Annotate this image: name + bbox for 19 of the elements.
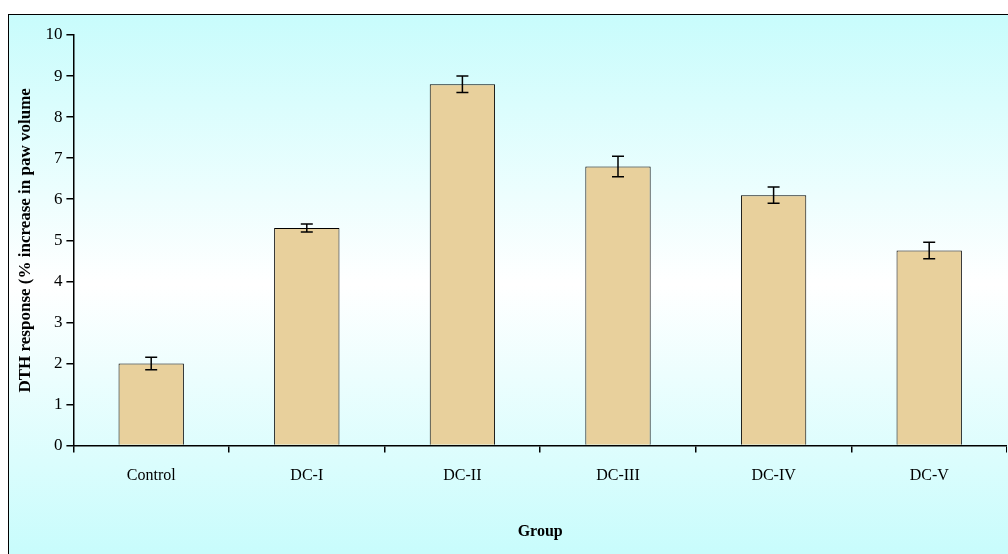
y-axis-title: DTH response (% increase in paw volume bbox=[14, 87, 34, 393]
x-tick-label: DC-II bbox=[443, 466, 482, 484]
x-tick-label: DC-I bbox=[290, 466, 324, 484]
x-tick-label: DC-IV bbox=[751, 466, 797, 484]
y-tick-label: 1 bbox=[53, 394, 63, 414]
y-tick-label: 6 bbox=[53, 188, 63, 208]
y-tick-label: 3 bbox=[53, 311, 63, 331]
y-tick-label: 10 bbox=[45, 24, 63, 44]
y-tick-label: 7 bbox=[53, 147, 63, 167]
x-tick-label: Control bbox=[126, 466, 177, 484]
y-tick-label: 9 bbox=[53, 65, 63, 85]
x-tick-label: DC-III bbox=[596, 466, 640, 484]
y-tick-label: 4 bbox=[53, 270, 63, 290]
y-tick-label: 8 bbox=[53, 106, 63, 126]
y-tick-label: 2 bbox=[53, 352, 63, 372]
x-tick-label: DC-V bbox=[909, 466, 950, 484]
y-tick-label: 0 bbox=[53, 435, 63, 455]
x-axis-title: Group bbox=[517, 521, 563, 540]
y-tick-label: 5 bbox=[53, 229, 63, 249]
